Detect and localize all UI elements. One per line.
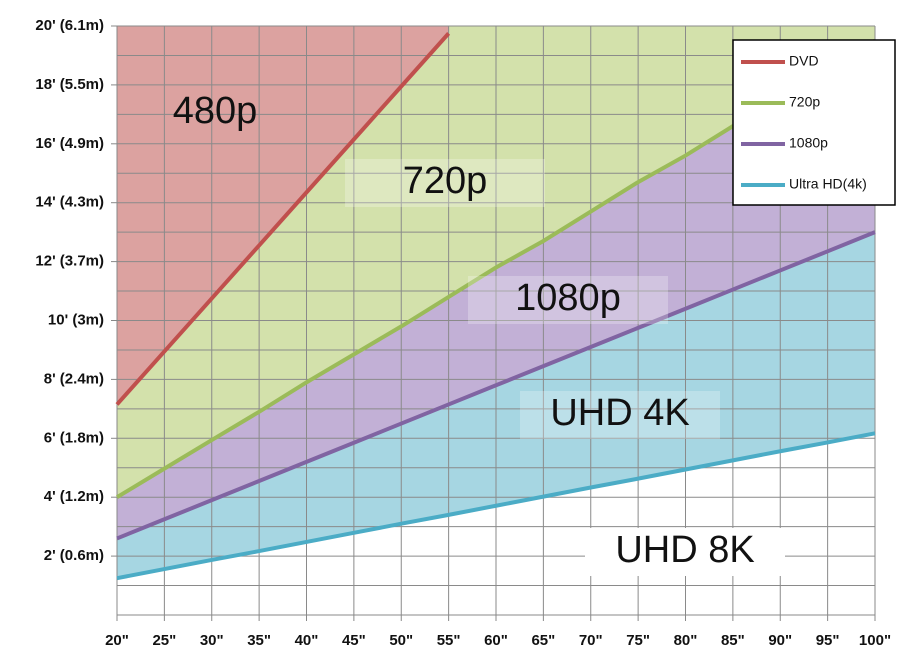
annotation: 720p	[403, 160, 488, 202]
x-tick-label: 100"	[859, 632, 891, 649]
x-tick-label: 80"	[674, 632, 698, 649]
annotation: UHD 4K	[550, 392, 689, 434]
annotation-bg	[585, 528, 785, 576]
x-tick-label: 50"	[389, 632, 413, 649]
y-tick-label: 14' (4.3m)	[35, 194, 104, 211]
annotation: 480p	[173, 90, 258, 132]
line	[116, 431, 876, 581]
x-tick-label: 90"	[768, 632, 792, 649]
x-tick-label: 95"	[816, 632, 840, 649]
y-tick-label: 4' (1.2m)	[44, 488, 104, 505]
legend-label: 720p	[789, 94, 820, 110]
y-tick-label: 16' (4.9m)	[35, 135, 104, 152]
y-tick-label: 6' (1.8m)	[44, 429, 104, 446]
y-tick-label: 10' (3m)	[48, 311, 104, 328]
annotation: UHD 8K	[615, 529, 754, 571]
y-tick-label: 12' (3.7m)	[35, 253, 104, 270]
annotation-bg	[345, 159, 545, 207]
x-tick-label: 60"	[484, 632, 508, 649]
x-tick-label: 70"	[579, 632, 603, 649]
y-tick-label: 20' (6.1m)	[35, 17, 104, 34]
y-tick-label: 8' (2.4m)	[44, 370, 104, 387]
legend-label: DVD	[789, 53, 819, 69]
annotation-bg	[520, 391, 720, 439]
x-tick-label: 40"	[295, 632, 319, 649]
legend-label: 1080p	[789, 135, 828, 151]
x-tick-label: 55"	[437, 632, 461, 649]
line	[115, 32, 451, 406]
annotation: 1080p	[515, 277, 621, 319]
x-tick-label: 25"	[152, 632, 176, 649]
legend-box	[732, 39, 896, 206]
x-tick-label: 75"	[626, 632, 650, 649]
y-tick-label: 18' (5.5m)	[35, 76, 104, 93]
x-tick-label: 85"	[721, 632, 745, 649]
legend-label: Ultra HD(4k)	[789, 176, 867, 192]
x-tick-label: 65"	[531, 632, 555, 649]
x-tick-label: 35"	[247, 632, 271, 649]
y-tick-label: 2' (0.6m)	[44, 547, 104, 564]
x-tick-label: 45"	[342, 632, 366, 649]
line	[116, 230, 876, 541]
x-tick-label: 30"	[200, 632, 224, 649]
annotation-bg	[468, 276, 668, 324]
x-tick-label: 20"	[105, 632, 129, 649]
